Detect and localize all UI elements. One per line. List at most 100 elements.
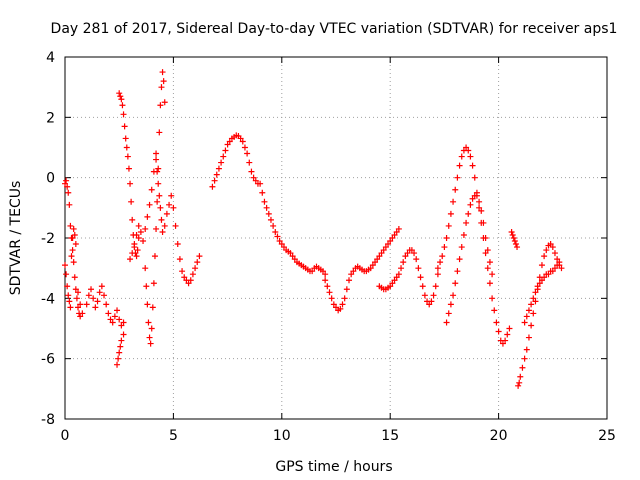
data-point — [400, 259, 407, 266]
data-point — [192, 265, 199, 272]
data-point — [528, 301, 535, 308]
data-point — [287, 250, 294, 257]
data-point — [432, 283, 439, 290]
data-point — [415, 265, 422, 272]
data-point — [237, 135, 244, 142]
data-point — [179, 268, 186, 275]
data-point — [491, 307, 498, 314]
data-point — [367, 265, 374, 272]
data-point — [67, 304, 74, 311]
data-point — [88, 286, 95, 293]
data-point — [158, 216, 165, 223]
data-point — [441, 244, 448, 251]
data-point — [66, 298, 73, 305]
data-point — [146, 201, 153, 208]
data-point — [172, 222, 179, 229]
data-point — [536, 280, 543, 287]
data-point — [149, 304, 156, 311]
data-point — [463, 144, 470, 151]
data-point — [137, 228, 144, 235]
data-point — [185, 280, 192, 287]
data-point — [120, 319, 127, 326]
data-point — [144, 213, 151, 220]
data-point — [128, 198, 135, 205]
data-point — [350, 268, 357, 275]
data-point — [98, 283, 105, 290]
data-point — [469, 195, 476, 202]
data-point — [467, 153, 474, 160]
data-point — [63, 271, 70, 278]
data-point — [484, 247, 491, 254]
data-point — [63, 177, 70, 184]
data-point — [153, 156, 160, 163]
data-point — [68, 253, 75, 260]
data-point — [393, 228, 400, 235]
data-point — [107, 316, 114, 323]
data-point — [411, 250, 418, 257]
data-point — [194, 259, 201, 266]
data-point — [116, 90, 123, 97]
data-point — [465, 210, 472, 217]
data-point — [489, 295, 496, 302]
data-point — [519, 364, 526, 371]
data-point — [116, 316, 123, 323]
data-point — [94, 298, 101, 305]
data-point — [421, 292, 428, 299]
data-point — [246, 159, 253, 166]
data-point — [250, 174, 257, 181]
y-tick-label: 0 — [46, 171, 55, 187]
x-tick-label: 0 — [61, 428, 70, 444]
data-point — [532, 289, 539, 296]
data-point — [119, 102, 126, 109]
data-point — [499, 340, 506, 347]
data-point — [148, 325, 155, 332]
data-point — [326, 289, 333, 296]
data-point — [389, 235, 396, 241]
data-point — [103, 301, 110, 308]
data-point — [509, 231, 516, 238]
data-point — [482, 235, 489, 241]
data-point — [158, 84, 165, 91]
data-point — [289, 253, 296, 260]
y-tick-label: -6 — [41, 352, 55, 368]
data-point — [142, 225, 149, 232]
data-point — [538, 277, 545, 284]
data-point — [70, 225, 77, 232]
data-point — [115, 355, 122, 362]
data-point — [482, 250, 489, 257]
data-point — [142, 265, 149, 272]
data-point — [66, 201, 73, 208]
data-point — [140, 238, 147, 245]
data-point — [521, 355, 528, 362]
x-tick-label: 25 — [598, 428, 616, 444]
data-point — [196, 253, 203, 260]
data-point — [523, 313, 530, 320]
data-point — [211, 177, 218, 184]
data-point — [111, 313, 118, 320]
data-point — [395, 271, 402, 278]
data-point — [154, 198, 161, 205]
data-point — [551, 265, 558, 272]
data-point — [558, 265, 565, 272]
data-point — [514, 244, 521, 251]
data-point — [146, 334, 153, 341]
data-point — [554, 262, 561, 269]
data-point — [439, 253, 446, 260]
data-point — [153, 225, 160, 232]
data-point — [259, 189, 266, 196]
data-point — [161, 222, 168, 229]
data-point — [161, 99, 168, 106]
data-point — [465, 147, 472, 154]
data-point — [456, 256, 463, 263]
data-point — [73, 295, 80, 302]
data-point — [65, 189, 72, 196]
data-point — [129, 250, 136, 257]
data-point — [150, 280, 157, 287]
data-point — [62, 180, 68, 187]
data-point — [257, 180, 264, 187]
data-point — [343, 286, 350, 293]
data-point — [530, 295, 537, 302]
data-point — [391, 231, 398, 238]
data-point — [434, 265, 441, 272]
axis-ticks — [64, 56, 608, 420]
